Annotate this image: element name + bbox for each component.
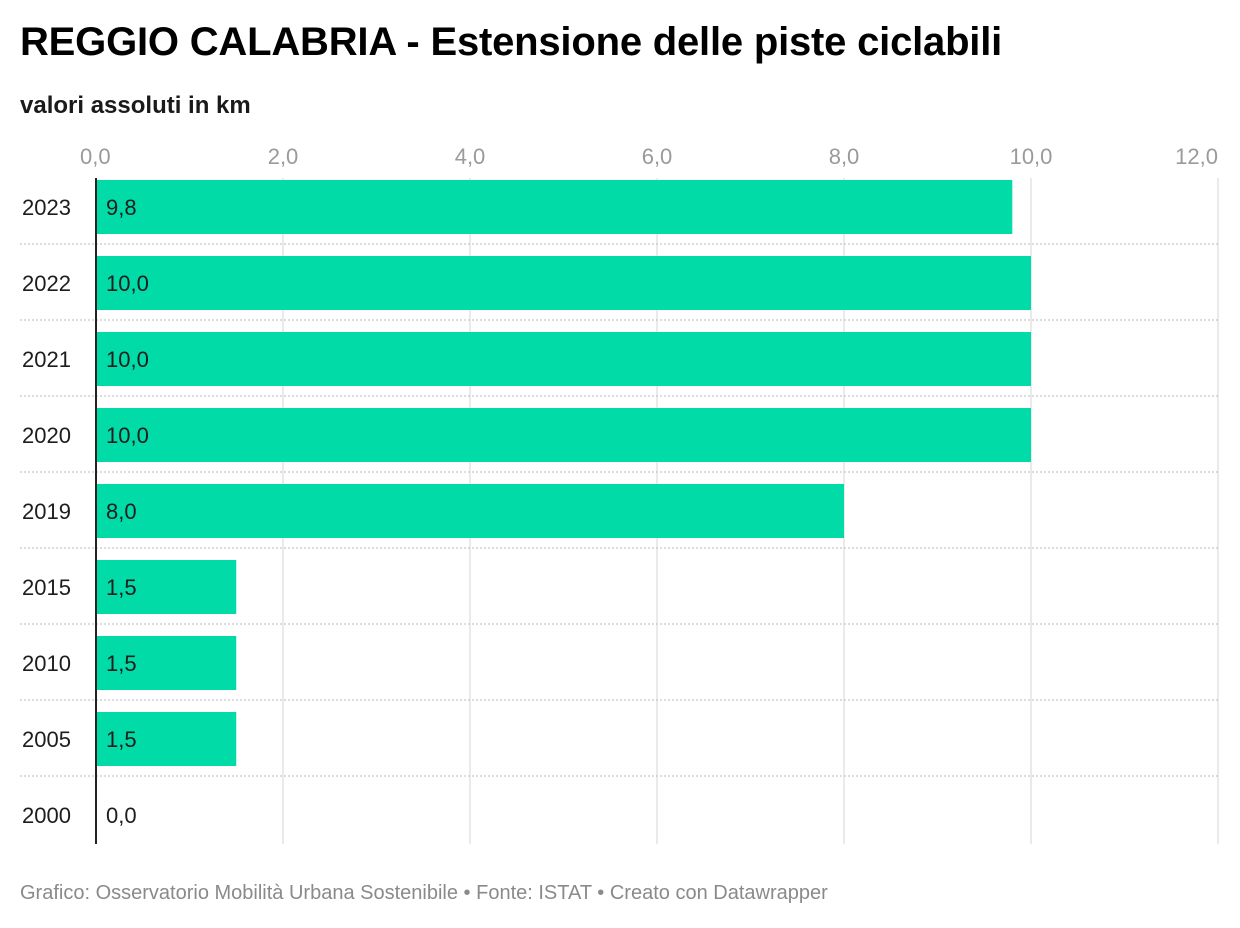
category-label: 2021: [22, 347, 71, 372]
bar: [96, 408, 1031, 462]
footer-separator: •: [463, 882, 471, 904]
bar: [96, 256, 1031, 310]
bar: [96, 180, 1013, 234]
x-tick-label: 6,0: [642, 144, 673, 169]
category-label: 2022: [22, 271, 71, 296]
bar: [96, 712, 237, 766]
x-tick-label: 2,0: [268, 144, 299, 169]
x-tick-label: 12,0: [1175, 144, 1218, 169]
bar: [96, 332, 1031, 386]
x-tick-label: 4,0: [455, 144, 486, 169]
chart-subtitle: valori assoluti in km: [20, 92, 251, 119]
x-tick-label: 8,0: [829, 144, 860, 169]
bar: [96, 560, 237, 614]
category-label: 2020: [22, 423, 71, 448]
footer-source: Fonte: ISTAT: [476, 882, 592, 904]
footer-tool: Creato con Datawrapper: [609, 882, 828, 904]
category-label: 2023: [22, 195, 71, 220]
value-label: 1,5: [106, 575, 137, 600]
value-label: 10,0: [106, 271, 149, 296]
bar: [96, 484, 844, 538]
footer-separator: •: [597, 882, 605, 904]
bar-chart: 0,0 2,0 4,0 6,0 8,0 10,0 12,0 2023 9,8 2022 10,0 20…: [20, 144, 1219, 844]
value-label: 10,0: [106, 347, 149, 372]
chart-footer: Grafico: Osservatorio Mobilità Urbana So…: [20, 882, 828, 905]
x-tick-label: 10,0: [1010, 144, 1053, 169]
value-label: 1,5: [106, 727, 137, 752]
value-label: 8,0: [106, 499, 137, 524]
x-tick-label: 0,0: [80, 144, 111, 169]
value-label: 9,8: [106, 195, 137, 220]
category-label: 2000: [22, 803, 71, 828]
category-label: 2015: [22, 575, 71, 600]
footer-credit: Grafico: Osservatorio Mobilità Urbana So…: [20, 882, 458, 904]
category-label: 2010: [22, 651, 71, 676]
category-label: 2005: [22, 727, 71, 752]
value-label: 1,5: [106, 651, 137, 676]
category-label: 2019: [22, 499, 71, 524]
value-label: 10,0: [106, 423, 149, 448]
chart-title: REGGIO CALABRIA - Estensione delle piste…: [20, 20, 1003, 64]
bar: [96, 636, 237, 690]
value-label: 0,0: [106, 803, 137, 828]
